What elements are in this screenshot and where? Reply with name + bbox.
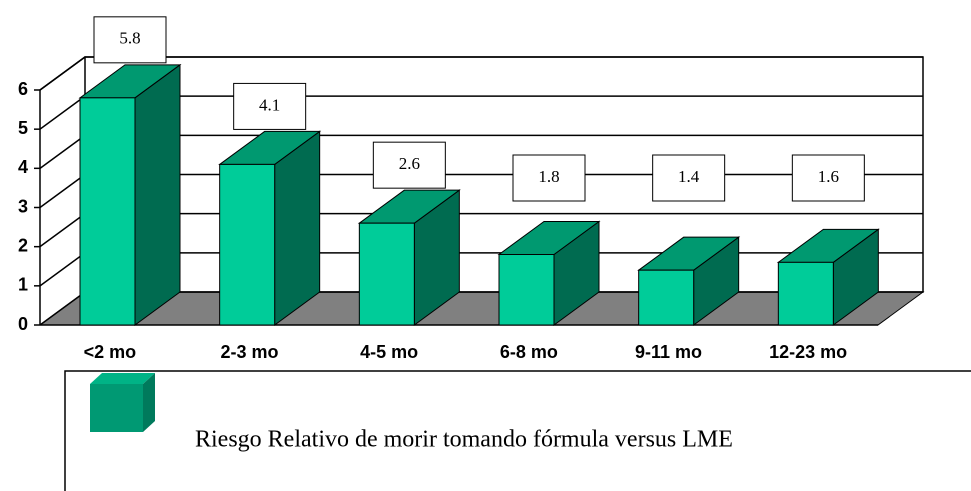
x-tick-label: 12-23 mo <box>769 342 847 362</box>
grid-line <box>39 213 86 248</box>
bar <box>498 254 555 326</box>
y-tick-label: 2 <box>18 235 28 255</box>
bar <box>219 163 276 326</box>
legend-box <box>64 370 971 491</box>
grid-line <box>39 95 86 130</box>
grid-line <box>39 291 86 326</box>
value-label-box <box>233 82 307 130</box>
value-label: 1.6 <box>818 167 839 186</box>
legend-swatch-side <box>143 373 155 432</box>
bar <box>358 222 415 326</box>
bar <box>79 97 136 326</box>
x-tick-label: <2 mo <box>84 342 137 362</box>
grid-line <box>39 252 86 287</box>
y-tick-label: 4 <box>18 157 28 177</box>
value-label: 1.4 <box>678 167 700 186</box>
y-tick-label: 1 <box>18 275 28 295</box>
y-tick-label: 3 <box>18 196 28 216</box>
value-label-box <box>93 16 167 64</box>
bar <box>777 261 834 326</box>
bar <box>638 269 695 326</box>
value-label: 4.1 <box>259 95 280 114</box>
legend-swatch <box>90 384 143 432</box>
x-tick-label: 6-8 mo <box>500 342 558 362</box>
legend-swatch-top <box>90 373 155 384</box>
value-label-box <box>372 141 446 189</box>
value-label-box <box>512 154 586 202</box>
y-tick-label: 6 <box>18 79 28 99</box>
value-label: 5.8 <box>119 29 140 48</box>
value-label-box <box>652 154 726 202</box>
bar-side <box>274 130 321 326</box>
grid-line <box>39 173 86 209</box>
grid-line <box>39 56 86 91</box>
value-label: 1.8 <box>538 167 559 186</box>
value-label: 2.6 <box>399 154 420 173</box>
value-label-box <box>791 154 865 202</box>
x-tick-label: 2-3 mo <box>220 342 278 362</box>
grid-line <box>39 134 86 169</box>
y-tick-label: 5 <box>18 118 28 138</box>
x-tick-label: 4-5 mo <box>360 342 418 362</box>
x-tick-label: 9-11 mo <box>635 342 702 362</box>
bar-side <box>134 63 181 326</box>
legend-label: Riesgo Relativo de morir tomando fórmula… <box>195 427 733 453</box>
y-tick-label: 0 <box>18 314 28 334</box>
